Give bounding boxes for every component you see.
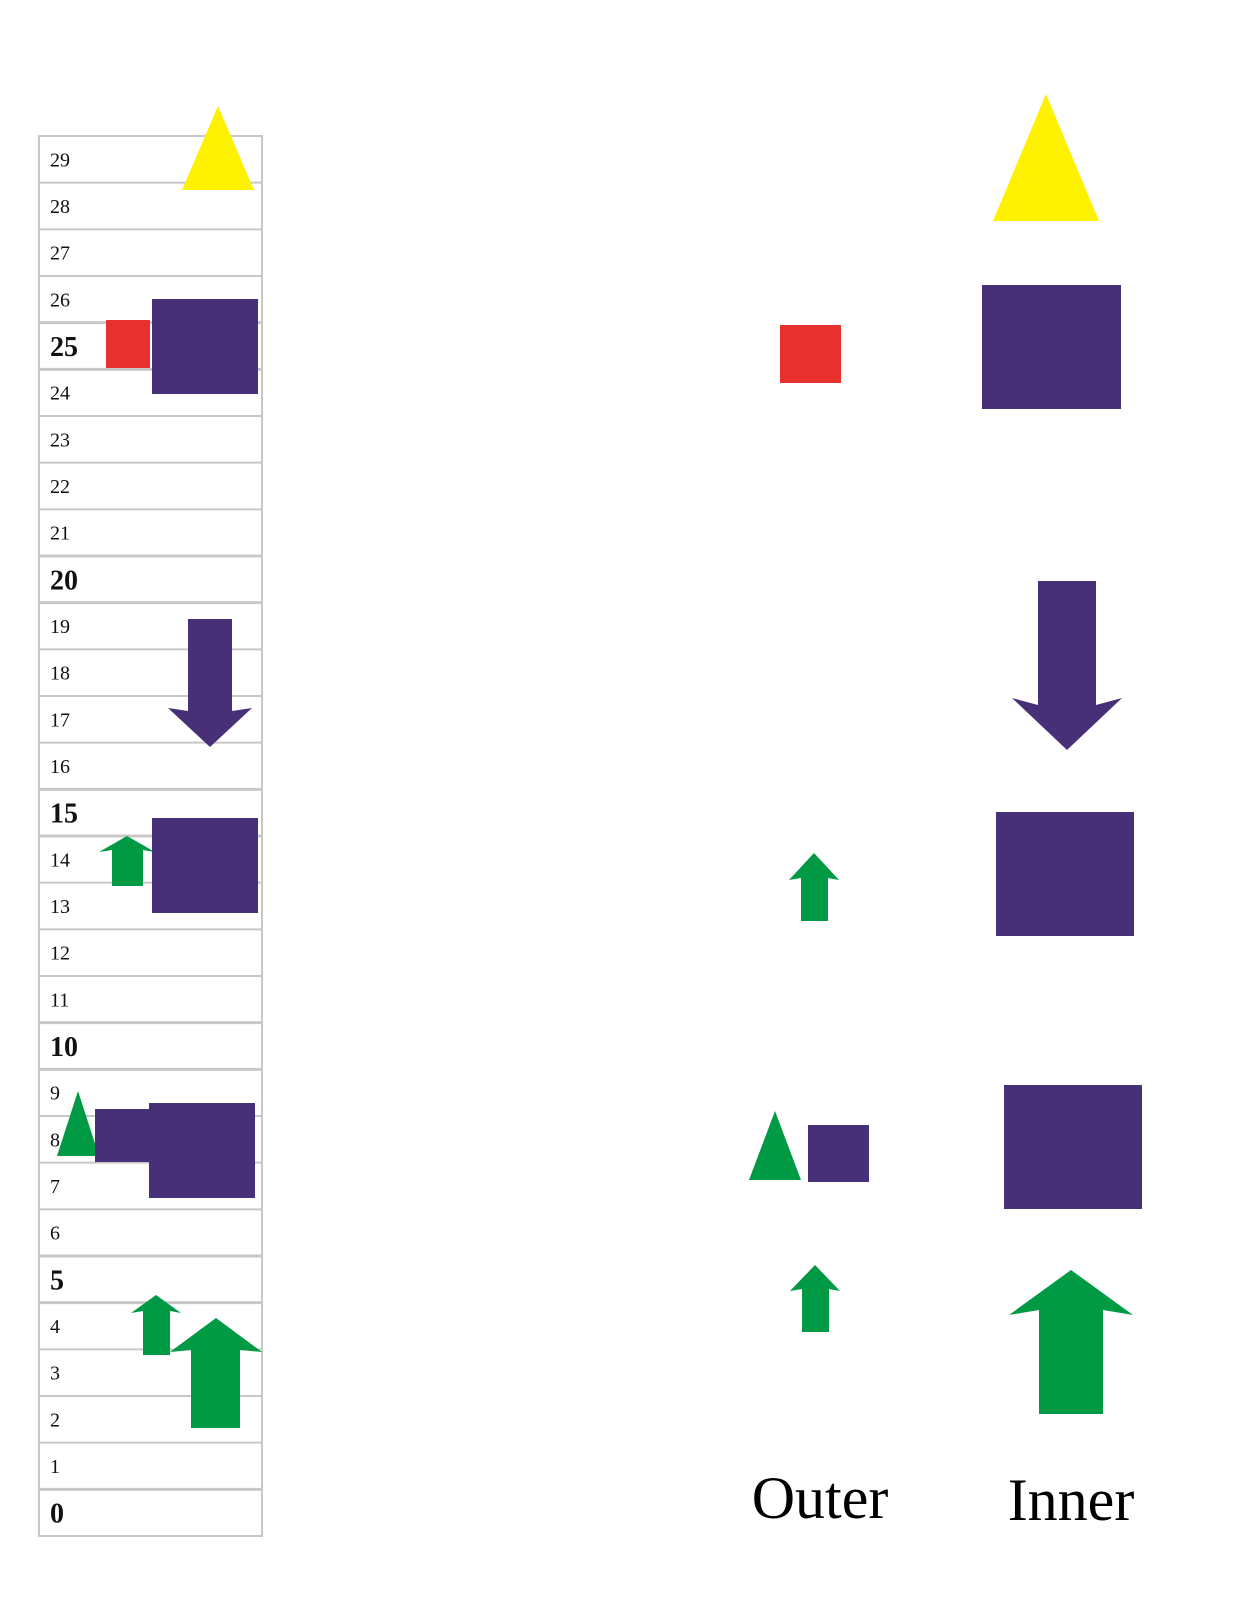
scale-shapes (57, 106, 262, 1428)
scale-row-label: 29 (50, 149, 70, 171)
scale-green-up-arrow-small (131, 1295, 181, 1355)
scale-row-label: 25 (50, 332, 78, 363)
scale-row-label: 7 (50, 1176, 60, 1198)
scale-purple-square-low (149, 1103, 255, 1198)
scale-row-label: 6 (50, 1223, 60, 1245)
outer-column-label: Outer (752, 1465, 889, 1531)
scale-row-label: 0 (50, 1499, 64, 1530)
scale-row-label: 28 (50, 196, 70, 218)
scale-rows: 2928272625242322212019181716151413121110… (39, 149, 262, 1530)
scale-purple-down-arrow (168, 619, 252, 747)
scale-row-label: 15 (50, 799, 78, 830)
scale-row-label: 8 (50, 1129, 60, 1151)
scale-row-label: 18 (50, 663, 70, 685)
inner-purple-square-top (982, 285, 1121, 409)
scale-row-label: 5 (50, 1265, 64, 1296)
inner-purple-square-low (1004, 1085, 1142, 1209)
scale-row-label: 23 (50, 429, 70, 451)
scale-row-label: 26 (50, 289, 70, 311)
inner-green-up-arrow-large (1009, 1270, 1133, 1414)
scale-row-label: 14 (50, 849, 70, 871)
scale-green-up-arrow-large (170, 1318, 262, 1428)
scale-purple-square-small (95, 1109, 150, 1162)
scale-row-label: 12 (50, 943, 70, 965)
scale-row-label: 13 (50, 896, 70, 918)
outer-green-up-arrow-low (790, 1265, 840, 1332)
scale-row-label: 9 (50, 1083, 60, 1105)
scale-purple-square-mid (152, 818, 258, 913)
scale-row-label: 10 (50, 1032, 78, 1063)
scale-yellow-triangle (182, 106, 254, 190)
scale-row-label: 1 (50, 1456, 60, 1478)
scale-row-label: 17 (50, 709, 70, 731)
scale-green-up-arrow-mid (99, 836, 155, 886)
scale-row-label: 20 (50, 565, 78, 596)
scale-row-label: 22 (50, 476, 70, 498)
outer-purple-square (808, 1125, 869, 1182)
scale-row-label: 4 (50, 1316, 60, 1338)
scale-green-triangle (57, 1091, 99, 1156)
scale-row-label: 24 (50, 383, 70, 405)
scale-row-label: 19 (50, 616, 70, 638)
scale-row-label: 2 (50, 1409, 60, 1431)
scale-row-label: 16 (50, 756, 70, 778)
inner-purple-down-arrow (1012, 581, 1122, 750)
scale-row-label: 3 (50, 1363, 60, 1385)
scale-row-label: 11 (50, 989, 69, 1011)
inner-column-label: Inner (1008, 1467, 1135, 1533)
outer-green-triangle (749, 1111, 801, 1180)
scale-red-square (106, 320, 150, 368)
outer-red-square (780, 325, 841, 383)
inner-purple-square-mid (996, 812, 1134, 936)
outer-green-up-arrow-mid (789, 853, 839, 921)
outer-column-shapes (749, 325, 869, 1332)
inner-column-shapes (982, 94, 1142, 1414)
scale-purple-square-top (152, 299, 258, 394)
inner-yellow-triangle (993, 94, 1099, 221)
scale-row-label: 21 (50, 523, 70, 545)
scale-row-label: 27 (50, 243, 70, 265)
